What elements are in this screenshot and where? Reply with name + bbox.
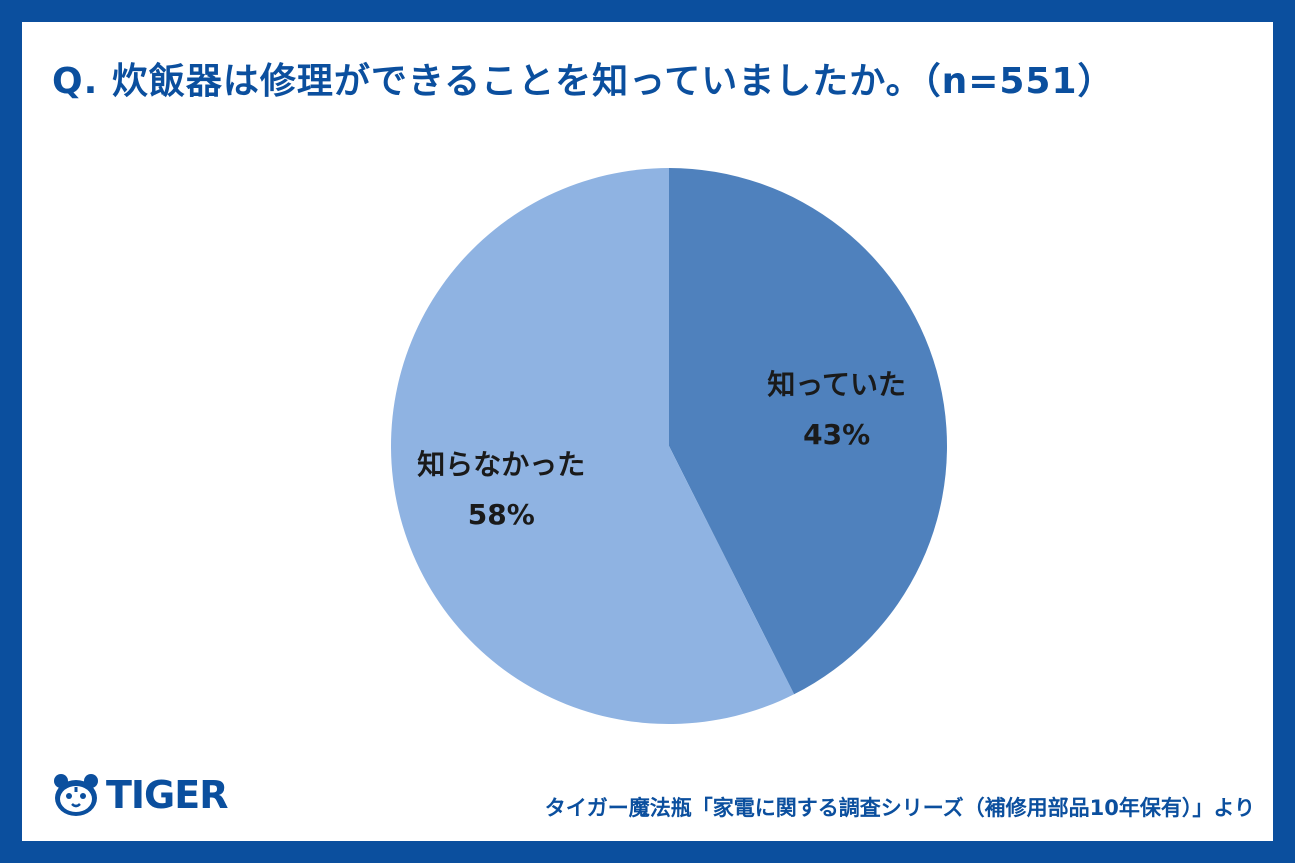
slice-label-2: 知らなかった <box>417 448 585 481</box>
chart-frame: Q. 炊飯器は修理ができることを知っていましたか。（n=551） 知っていた 43… <box>22 22 1273 841</box>
source-note: タイガー魔法瓶「家電に関する調査シリーズ（補修用部品10年保有）」より <box>544 796 1255 820</box>
tiger-face-icon <box>54 774 98 816</box>
slice-label-1: 知っていた <box>767 368 906 401</box>
slice-value-label-1: 43% <box>803 418 870 451</box>
slice-value-label-2: 58% <box>468 498 535 531</box>
pie-slice-1 <box>669 168 947 695</box>
logo-text: TIGER <box>106 773 228 817</box>
chart-title: Q. 炊飯器は修理ができることを知っていましたか。（n=551） <box>52 61 1115 102</box>
pie-chart: 知っていた 43% 知らなかった 58% <box>391 168 947 724</box>
tiger-logo: TIGER <box>52 770 228 820</box>
pie-slice-2 <box>391 168 795 724</box>
